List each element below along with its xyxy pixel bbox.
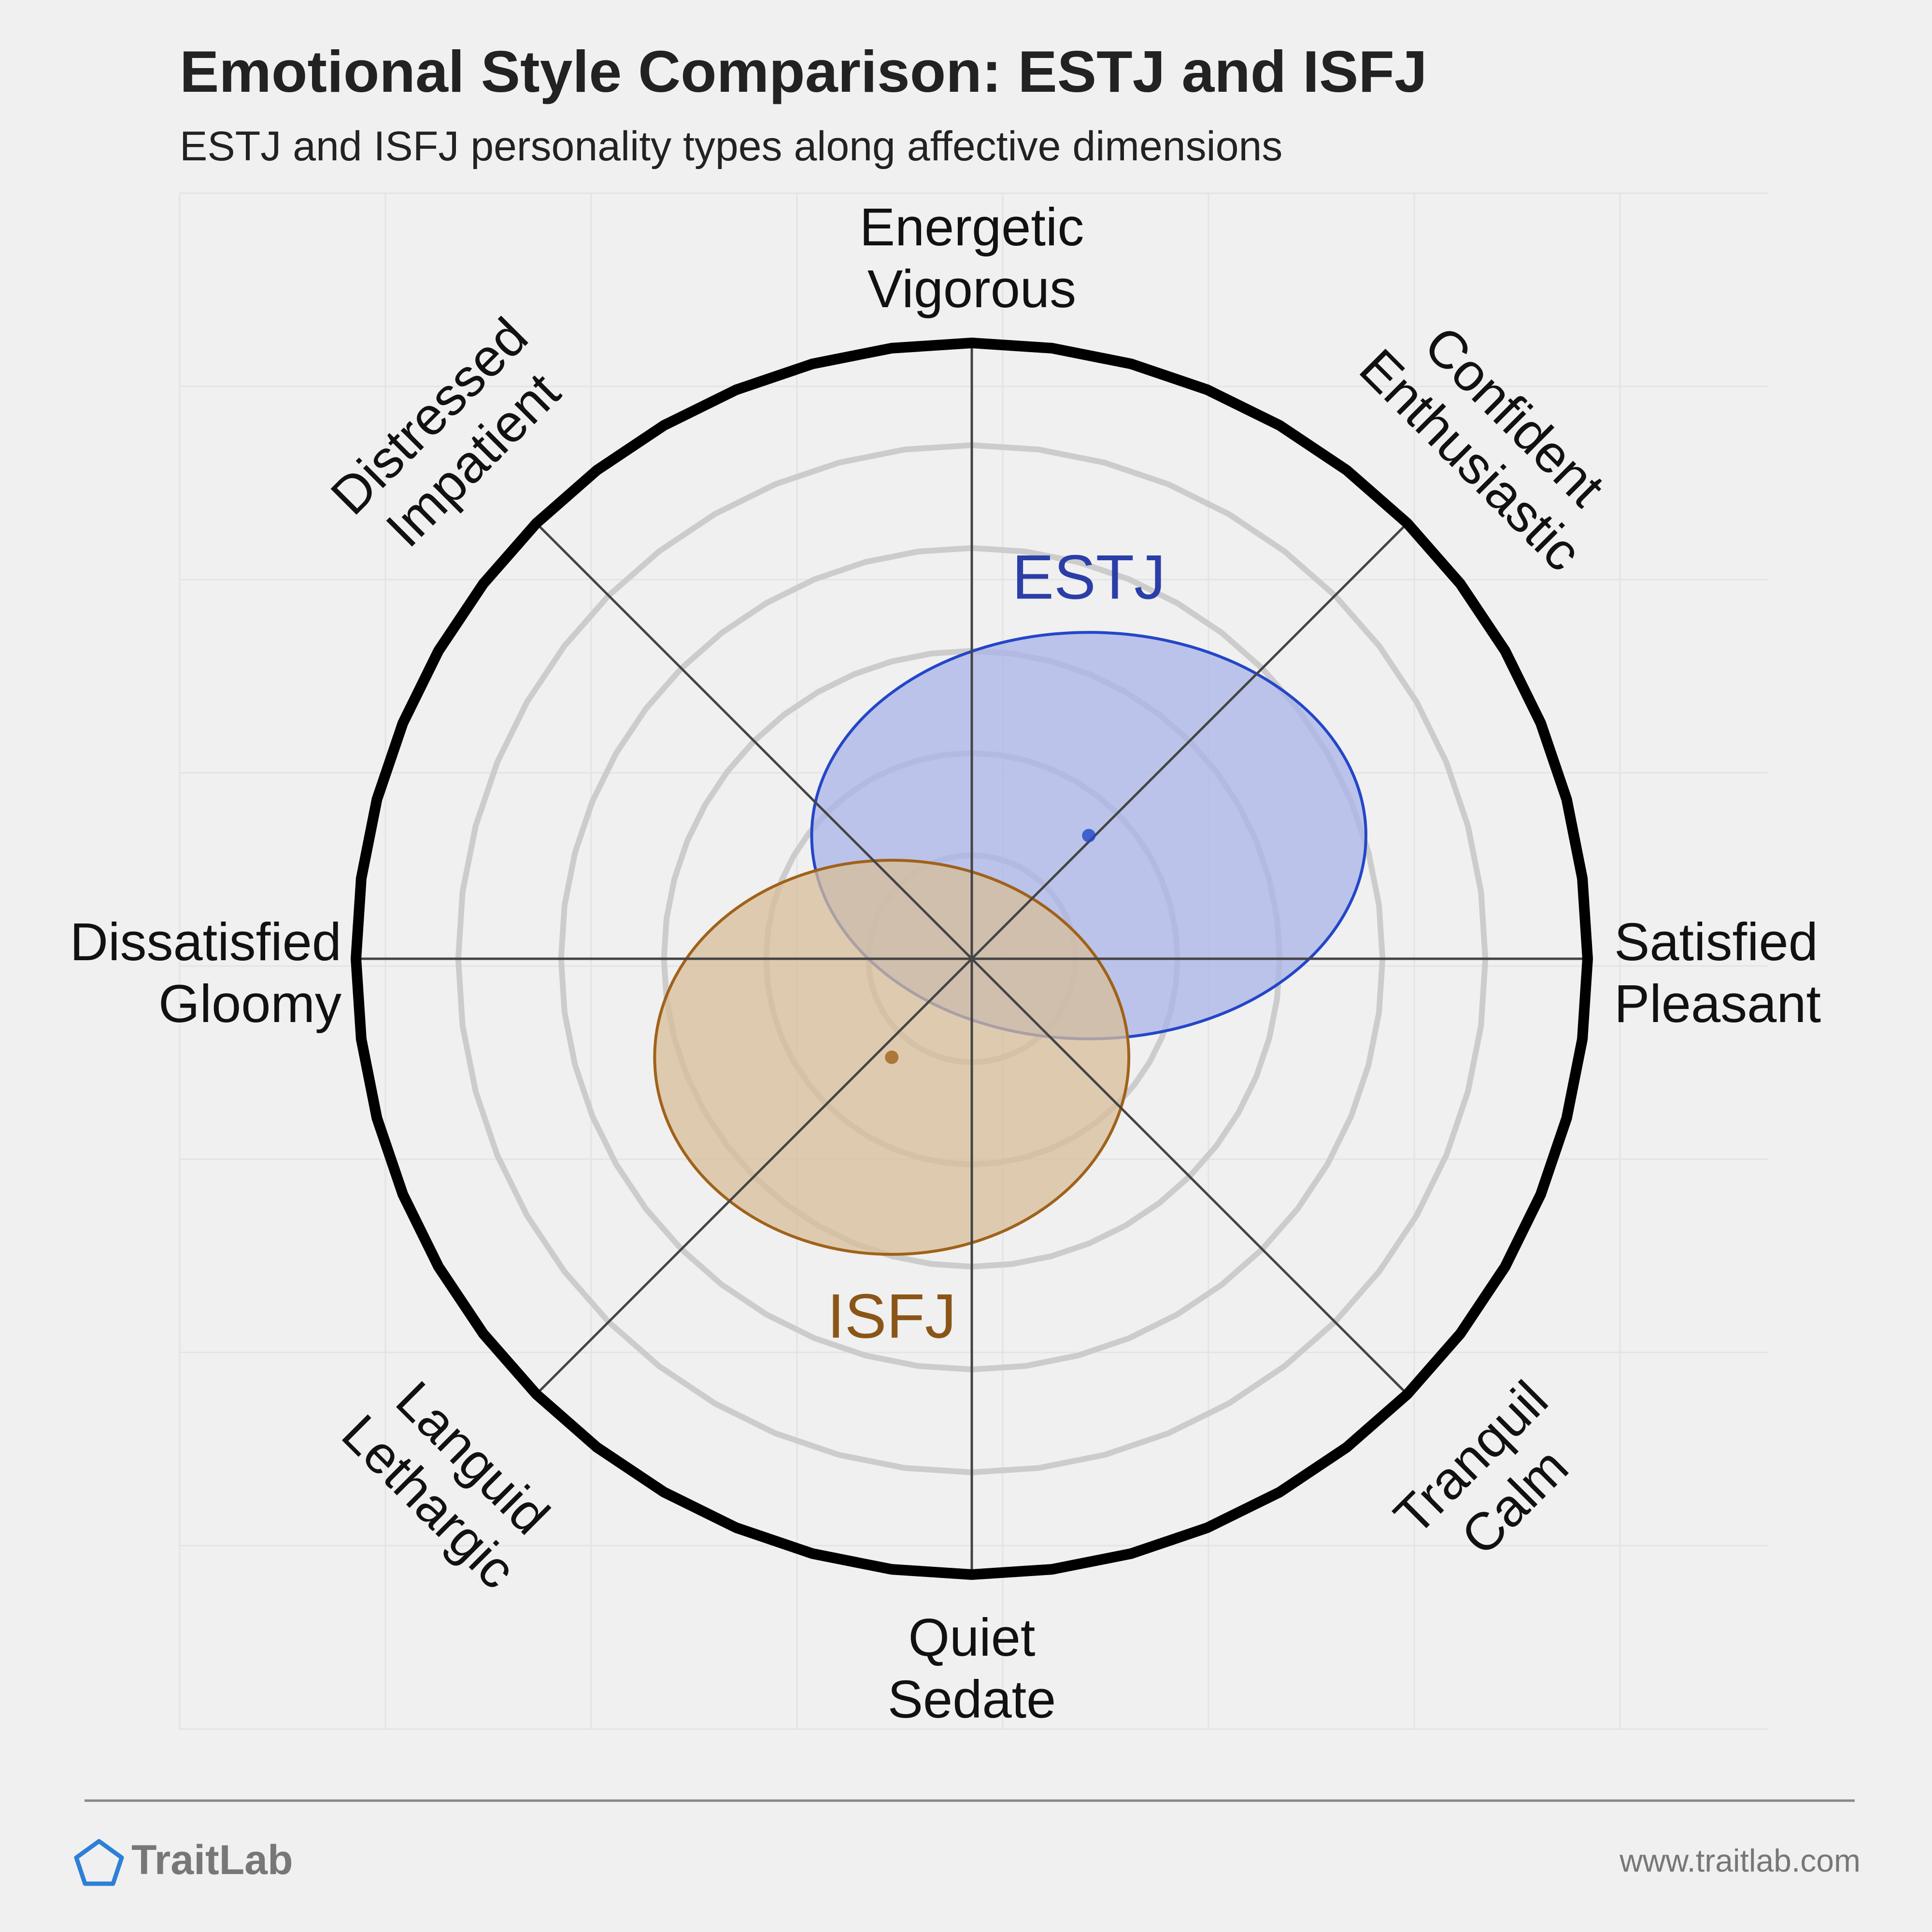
chart-title: Emotional Style Comparison: ESTJ and ISF…: [180, 39, 1427, 104]
axis-label-line: Vigorous: [867, 259, 1076, 319]
axis-label-line: Sedate: [888, 1670, 1056, 1729]
traitlab-logo-icon: [74, 1839, 124, 1886]
axis-label-line: Dissatisfied: [70, 912, 341, 972]
series-label-estj: ESTJ: [1012, 542, 1165, 612]
axis-line-distressed-impatient: [535, 522, 1408, 1395]
outer-ring: [351, 338, 1593, 1580]
series-point-isfj: [885, 1051, 899, 1064]
series-points: [885, 829, 1096, 1064]
axis-label-line: Energetic: [860, 198, 1084, 257]
axis-label-line: Quiet: [909, 1608, 1036, 1667]
series-label-isfj: ISFJ: [827, 1281, 956, 1351]
series-point-estj: [1082, 829, 1096, 842]
axis-label-line: Pleasant: [1614, 974, 1821, 1034]
series-labels: ESTJ ISFJ: [827, 542, 1166, 1351]
axis-lines: [356, 343, 1588, 1575]
axis-label-line: Gloomy: [158, 974, 341, 1034]
footer-brand[interactable]: TraitLab: [131, 1837, 293, 1883]
chart-subtitle: ESTJ and ISFJ personality types along af…: [180, 123, 1282, 170]
footer-url[interactable]: www.traitlab.com: [1619, 1843, 1861, 1878]
axis-label-line: Satisfied: [1614, 912, 1818, 972]
outer-ring-polygon: [351, 338, 1593, 1580]
